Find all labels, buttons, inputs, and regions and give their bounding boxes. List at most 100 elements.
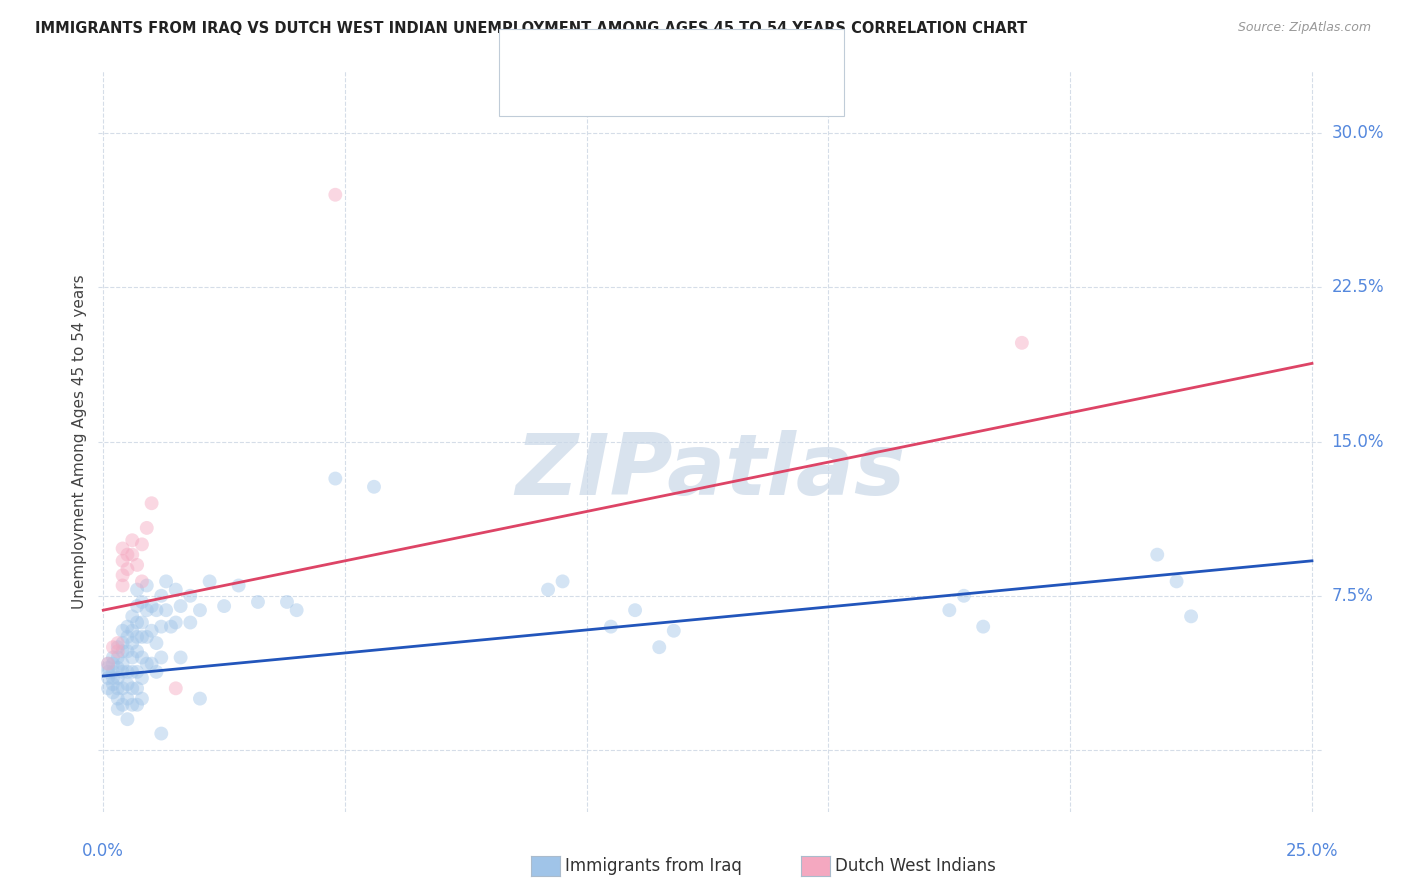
Point xyxy=(145,665,167,679)
Text: Immigrants from Iraq: Immigrants from Iraq xyxy=(565,857,742,875)
Point xyxy=(276,595,298,609)
Point xyxy=(150,589,173,603)
Point xyxy=(97,665,120,679)
Point xyxy=(1146,548,1168,562)
Text: 15.0%: 15.0% xyxy=(1331,433,1384,450)
Point xyxy=(111,636,134,650)
Point xyxy=(141,496,163,510)
Point xyxy=(121,636,143,650)
Point xyxy=(160,619,183,633)
Point xyxy=(97,661,120,675)
Point xyxy=(145,636,167,650)
Point xyxy=(111,578,134,592)
Point xyxy=(117,630,139,644)
Point xyxy=(135,521,157,535)
Text: 0.0%: 0.0% xyxy=(83,842,124,860)
Point xyxy=(363,480,385,494)
Point xyxy=(551,574,574,589)
Point xyxy=(107,644,129,658)
Text: 7.5%: 7.5% xyxy=(1331,587,1374,605)
Text: 30.0%: 30.0% xyxy=(1331,124,1384,142)
Text: N =: N = xyxy=(658,78,697,95)
Point xyxy=(169,599,191,613)
Point xyxy=(938,603,960,617)
Point xyxy=(107,671,129,685)
Point xyxy=(165,681,187,696)
Point xyxy=(111,554,134,568)
Point xyxy=(953,589,976,603)
Point xyxy=(165,582,187,597)
Point xyxy=(537,582,560,597)
Point xyxy=(212,599,235,613)
Point xyxy=(141,657,163,671)
Point xyxy=(101,677,124,691)
Point xyxy=(188,603,211,617)
Point xyxy=(111,665,134,679)
Point xyxy=(179,615,201,630)
Point xyxy=(228,578,250,592)
Point xyxy=(117,548,139,562)
Text: R =: R = xyxy=(557,44,596,62)
Point xyxy=(135,630,157,644)
Point xyxy=(1011,335,1033,350)
Point xyxy=(97,657,120,671)
Point xyxy=(198,574,221,589)
Point xyxy=(111,681,134,696)
Point xyxy=(131,650,153,665)
Text: Dutch West Indians: Dutch West Indians xyxy=(835,857,995,875)
Point xyxy=(1180,609,1202,624)
Point xyxy=(972,619,994,633)
Point xyxy=(117,677,139,691)
Point xyxy=(155,603,177,617)
Text: 0.319: 0.319 xyxy=(593,78,650,95)
Text: Source: ZipAtlas.com: Source: ZipAtlas.com xyxy=(1237,21,1371,34)
Point xyxy=(285,603,308,617)
Point xyxy=(117,691,139,706)
Point xyxy=(107,661,129,675)
Point xyxy=(188,691,211,706)
Point xyxy=(121,650,143,665)
Point xyxy=(127,630,149,644)
Point xyxy=(135,657,157,671)
Point xyxy=(101,671,124,685)
Point xyxy=(131,630,153,644)
Point xyxy=(131,671,153,685)
Point xyxy=(101,657,124,671)
Point xyxy=(141,624,163,638)
Point xyxy=(101,665,124,679)
Point xyxy=(127,615,149,630)
Text: N =: N = xyxy=(658,44,697,62)
Point xyxy=(111,657,134,671)
Point xyxy=(127,665,149,679)
Y-axis label: Unemployment Among Ages 45 to 54 years: Unemployment Among Ages 45 to 54 years xyxy=(72,274,87,609)
Text: IMMIGRANTS FROM IRAQ VS DUTCH WEST INDIAN UNEMPLOYMENT AMONG AGES 45 TO 54 YEARS: IMMIGRANTS FROM IRAQ VS DUTCH WEST INDIA… xyxy=(35,21,1028,36)
Point xyxy=(121,609,143,624)
Point xyxy=(165,615,187,630)
Point xyxy=(101,650,124,665)
Text: 74: 74 xyxy=(692,44,717,62)
Point xyxy=(169,650,191,665)
Point xyxy=(121,533,143,548)
Text: R =: R = xyxy=(557,78,596,95)
Point xyxy=(1166,574,1188,589)
Point xyxy=(97,671,120,685)
Point xyxy=(121,681,143,696)
Text: 25.0%: 25.0% xyxy=(1285,842,1339,860)
Point xyxy=(121,624,143,638)
Point xyxy=(111,624,134,638)
Point xyxy=(121,548,143,562)
Point xyxy=(131,537,153,551)
Point xyxy=(117,665,139,679)
Point xyxy=(101,685,124,699)
Point xyxy=(111,698,134,712)
Point xyxy=(127,558,149,572)
Point xyxy=(111,541,134,556)
Point xyxy=(117,644,139,658)
Text: 22.5%: 22.5% xyxy=(1331,278,1384,296)
Point xyxy=(111,568,134,582)
Point xyxy=(600,619,623,633)
Point xyxy=(150,726,173,740)
Point xyxy=(141,599,163,613)
Point xyxy=(121,698,143,712)
Text: ZIPatlas: ZIPatlas xyxy=(515,430,905,513)
